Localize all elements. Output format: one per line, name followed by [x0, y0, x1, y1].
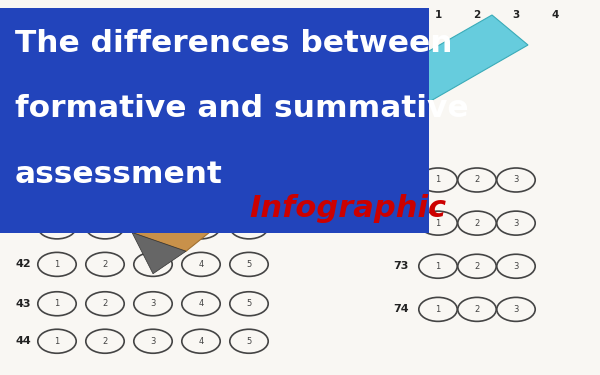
Text: Infographic: Infographic: [249, 194, 446, 223]
Text: 42: 42: [15, 260, 31, 269]
Text: 43: 43: [15, 299, 31, 309]
Text: 1: 1: [436, 219, 440, 228]
Text: 1: 1: [434, 10, 442, 20]
Polygon shape: [132, 232, 186, 274]
Text: 4: 4: [199, 337, 203, 346]
Text: 5: 5: [247, 299, 251, 308]
Text: 3: 3: [514, 305, 518, 314]
Text: 5: 5: [247, 222, 251, 231]
Text: 3: 3: [151, 299, 155, 308]
Text: 2: 2: [101, 10, 109, 20]
Text: 2: 2: [475, 176, 479, 184]
Text: 1: 1: [436, 176, 440, 184]
Text: 2: 2: [103, 299, 107, 308]
Text: 3: 3: [514, 262, 518, 271]
Text: 1: 1: [55, 260, 59, 269]
Text: 3: 3: [151, 260, 155, 269]
Text: The differences between: The differences between: [15, 28, 452, 58]
Text: 4: 4: [551, 10, 559, 20]
Text: 3: 3: [149, 10, 157, 20]
Text: 2: 2: [473, 10, 481, 20]
Text: 74: 74: [393, 304, 409, 314]
Text: 1: 1: [55, 337, 59, 346]
Text: 4: 4: [199, 222, 203, 231]
Text: 71: 71: [393, 175, 409, 185]
Text: 1: 1: [55, 222, 59, 231]
Text: 41: 41: [15, 222, 31, 232]
Text: 3: 3: [514, 176, 518, 184]
Text: 3: 3: [151, 222, 155, 231]
Text: 2: 2: [103, 222, 107, 231]
Text: 3: 3: [151, 337, 155, 346]
Text: 1: 1: [53, 10, 61, 20]
Text: 1: 1: [436, 262, 440, 271]
Text: 2: 2: [103, 337, 107, 346]
Text: 5: 5: [247, 337, 251, 346]
Polygon shape: [177, 15, 528, 217]
Text: 4: 4: [199, 299, 203, 308]
Text: 2: 2: [475, 305, 479, 314]
Polygon shape: [132, 195, 228, 251]
Text: formative and summative: formative and summative: [15, 94, 469, 123]
Text: assessment: assessment: [15, 160, 223, 189]
Text: 73: 73: [393, 261, 409, 271]
Text: 44: 44: [15, 336, 31, 346]
Text: 1: 1: [436, 305, 440, 314]
Text: 2: 2: [103, 260, 107, 269]
Text: 2: 2: [475, 219, 479, 228]
Text: 5: 5: [245, 10, 253, 20]
Text: 4: 4: [199, 260, 203, 269]
Text: 5: 5: [247, 260, 251, 269]
Text: 72: 72: [393, 218, 409, 228]
Text: 3: 3: [514, 219, 518, 228]
Text: 4: 4: [197, 10, 205, 20]
Text: 3: 3: [512, 10, 520, 20]
Text: 2: 2: [475, 262, 479, 271]
Text: 1: 1: [55, 299, 59, 308]
Bar: [0, 8, 429, 232]
